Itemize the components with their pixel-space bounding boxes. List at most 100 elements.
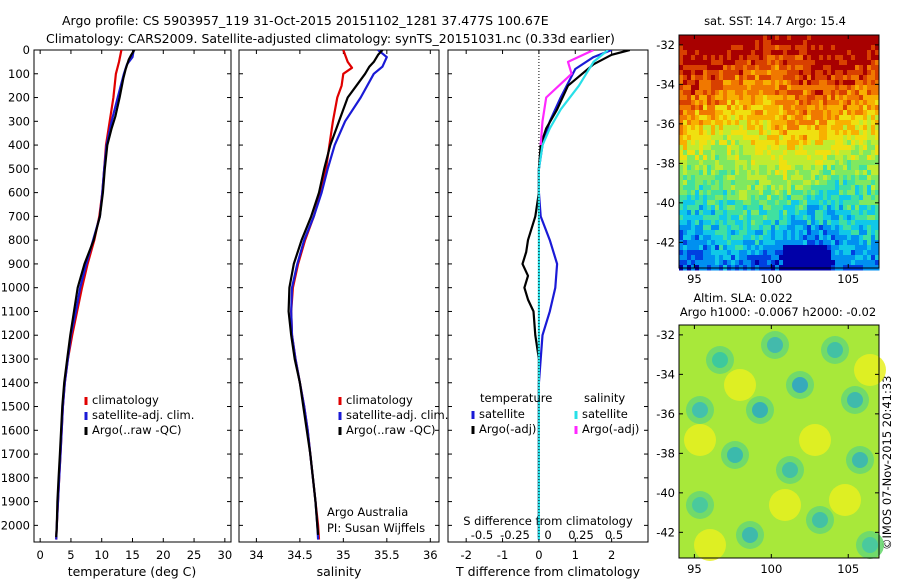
- sst-cell: [751, 75, 756, 81]
- sst-cell: [819, 235, 824, 241]
- sst-cell: [863, 235, 868, 241]
- sst-cell: [699, 225, 704, 231]
- sst-cell: [731, 45, 736, 51]
- sst-cell: [839, 100, 844, 106]
- sst-cell: [763, 240, 768, 246]
- sst-cell: [799, 60, 804, 66]
- sst-cell: [695, 220, 700, 226]
- sst-y-tick-label: -42: [656, 235, 675, 249]
- sst-cell: [715, 70, 720, 76]
- sst-cell: [759, 65, 764, 71]
- sst-cell: [751, 120, 756, 126]
- sst-cell: [779, 145, 784, 151]
- salinity-axis-label: salinity: [317, 564, 362, 579]
- sst-cell: [779, 35, 784, 41]
- sst-cell: [695, 110, 700, 116]
- sst-cell: [679, 170, 684, 176]
- sst-cell: [699, 230, 704, 236]
- sst-cell: [867, 225, 872, 231]
- sst-cell: [783, 135, 788, 141]
- sst-cell: [683, 120, 688, 126]
- sst-cell: [827, 260, 832, 266]
- sst-cell: [699, 80, 704, 86]
- sst-cell: [859, 120, 864, 126]
- secondary-tick-label: 0.5: [605, 528, 623, 542]
- sst-cell: [691, 145, 696, 151]
- sst-cell: [687, 35, 692, 41]
- sst-cell: [875, 225, 880, 231]
- sst-cell: [747, 180, 752, 186]
- sst-cell: [811, 205, 816, 211]
- sst-cell: [731, 235, 736, 241]
- sst-cell: [695, 125, 700, 131]
- sst-cell: [755, 110, 760, 116]
- sst-cell: [867, 170, 872, 176]
- sst-cell: [871, 180, 876, 186]
- sst-map: [678, 34, 880, 271]
- sst-cell: [731, 110, 736, 116]
- sst-cell: [843, 60, 848, 66]
- sla-y-tick-label: -32: [656, 328, 675, 342]
- sst-cell: [695, 65, 700, 71]
- sst-cell: [803, 185, 808, 191]
- sst-cell: [739, 245, 744, 251]
- sst-cell: [723, 230, 728, 236]
- sst-cell: [791, 65, 796, 71]
- sst-cell: [699, 120, 704, 126]
- sst-cell: [839, 210, 844, 216]
- sst-cell: [711, 80, 716, 86]
- sst-cell: [859, 90, 864, 96]
- sst-cell: [779, 110, 784, 116]
- sst-cell: [791, 210, 796, 216]
- sst-cell: [795, 85, 800, 91]
- sst-cell: [703, 90, 708, 96]
- sst-cell: [843, 165, 848, 171]
- sst-cell: [823, 230, 828, 236]
- sst-cell: [767, 75, 772, 81]
- sst-cell: [863, 45, 868, 51]
- sst-cell: [831, 180, 836, 186]
- sst-cell: [787, 170, 792, 176]
- sst-cell: [727, 155, 732, 161]
- sst-cell: [847, 140, 852, 146]
- sst-cell: [799, 75, 804, 81]
- sst-cell: [715, 110, 720, 116]
- sst-cell: [875, 100, 880, 106]
- sst-cell: [735, 95, 740, 101]
- sst-cell: [779, 95, 784, 101]
- sst-cell: [863, 240, 868, 246]
- sst-cell: [787, 260, 792, 266]
- sst-cell: [747, 170, 752, 176]
- sst-cell: [707, 80, 712, 86]
- sst-cell: [767, 50, 772, 56]
- sst-cell: [815, 145, 820, 151]
- sst-cell: [735, 195, 740, 201]
- sst-cell: [759, 240, 764, 246]
- sst-cell: [851, 200, 856, 206]
- sst-cell: [731, 200, 736, 206]
- legend-group-title: salinity: [584, 391, 625, 405]
- sst-cell: [707, 230, 712, 236]
- sst-cell: [687, 55, 692, 61]
- sst-cell: [775, 215, 780, 221]
- sst-cell: [767, 45, 772, 51]
- sst-cell: [835, 65, 840, 71]
- sst-cell: [847, 55, 852, 61]
- sst-cell: [799, 40, 804, 46]
- sst-cell: [835, 230, 840, 236]
- sst-cell: [763, 260, 768, 266]
- sst-cell: [695, 90, 700, 96]
- sst-cell: [783, 45, 788, 51]
- sst-cell: [723, 100, 728, 106]
- sst-cell: [715, 105, 720, 111]
- sst-cell: [851, 255, 856, 261]
- sst-cell: [815, 220, 820, 226]
- sst-cell: [763, 55, 768, 61]
- sst-cell: [687, 60, 692, 66]
- sst-cell: [719, 260, 724, 266]
- sst-cell: [695, 85, 700, 91]
- sst-cell: [779, 195, 784, 201]
- sst-cell: [859, 245, 864, 251]
- sst-cell: [819, 195, 824, 201]
- sst-cell: [859, 45, 864, 51]
